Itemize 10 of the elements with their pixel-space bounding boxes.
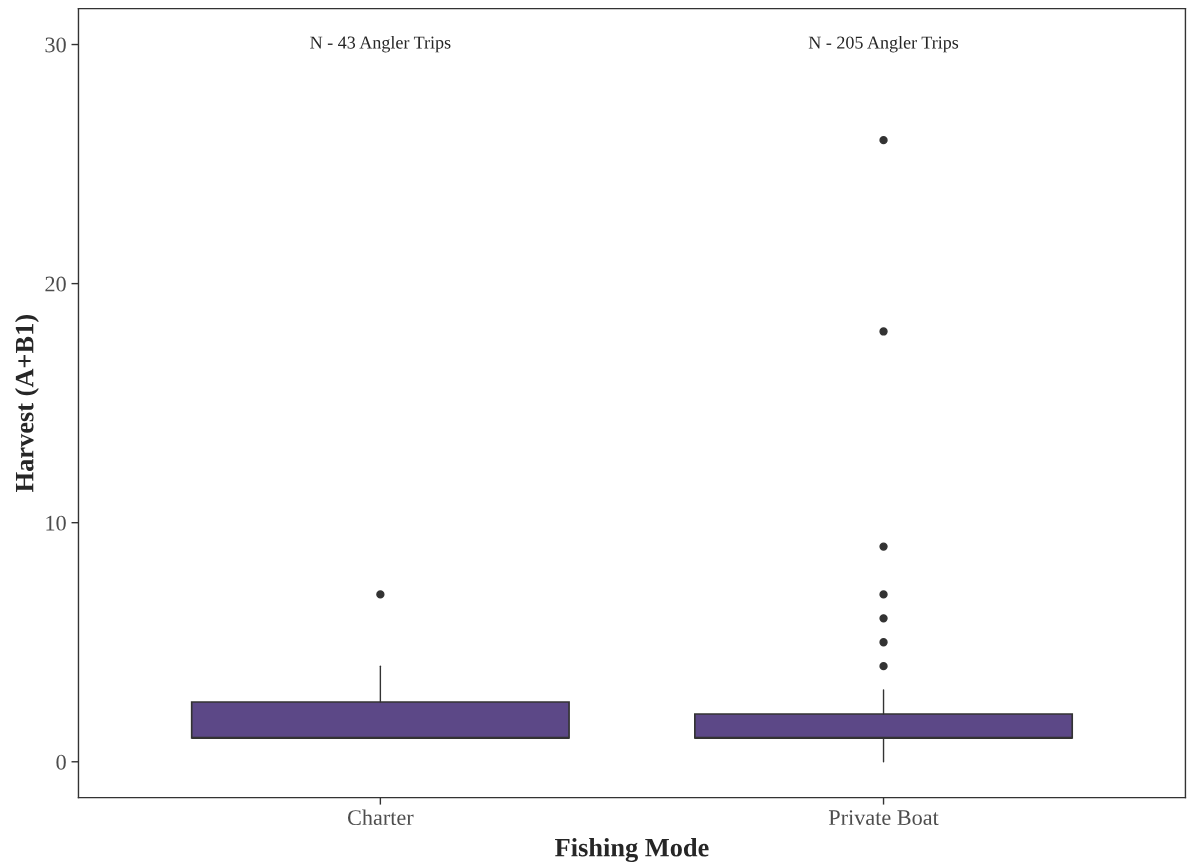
x-axis-title: Fishing Mode (555, 837, 709, 863)
annotation: N - 205 Angler Trips (808, 35, 959, 53)
x-tick-label: Charter (347, 809, 414, 826)
y-tick-label: 20 (45, 276, 66, 292)
y-tick-label: 30 (45, 37, 66, 53)
y-tick-label: 0 (56, 754, 66, 770)
y-axis-title: Harvest (A+B1) (14, 315, 39, 492)
y-tick-label: 10 (46, 515, 66, 531)
x-tick-label: Private Boat (828, 810, 939, 826)
annotation: N - 43 Angler Trips (310, 35, 451, 53)
